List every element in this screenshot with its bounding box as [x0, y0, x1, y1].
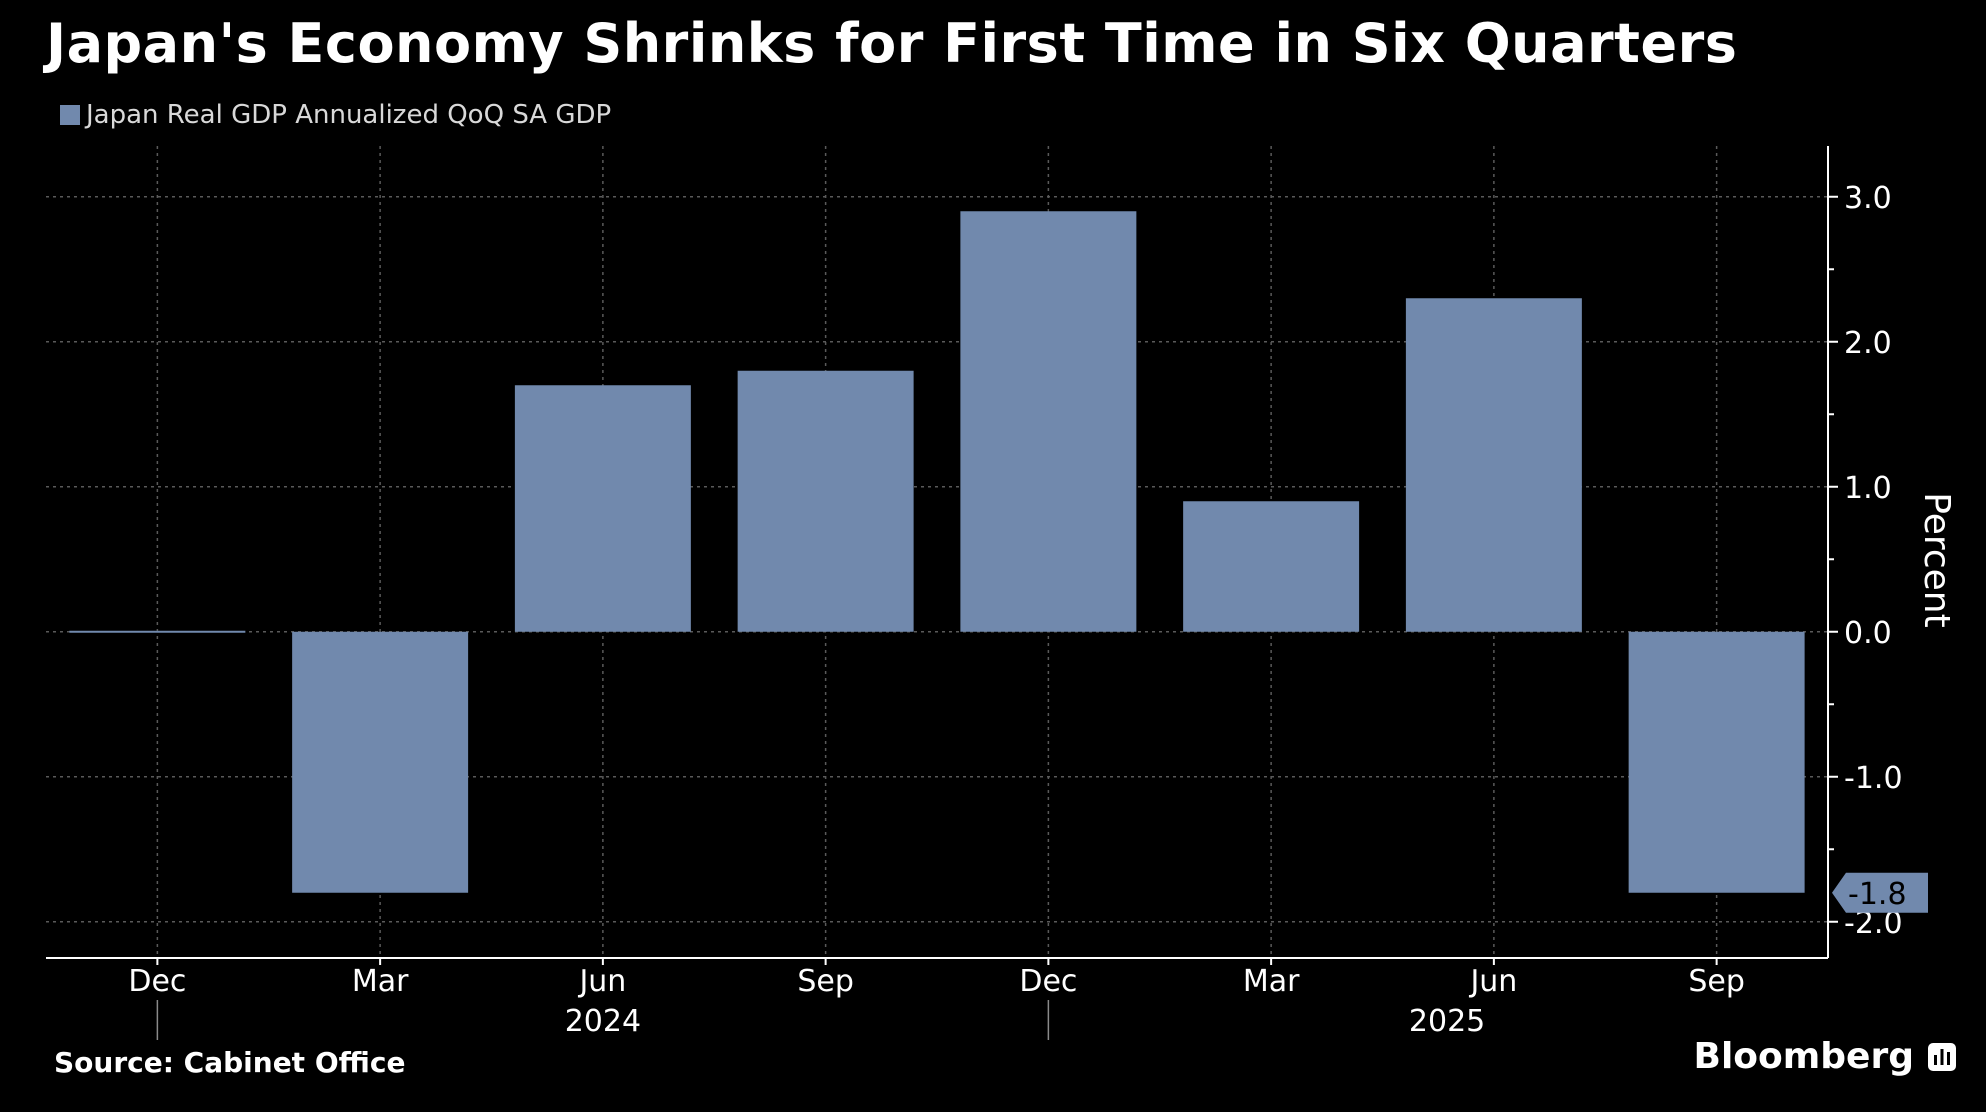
bar-1	[292, 631, 469, 893]
y-tick-label-3: 0.0	[1844, 616, 1892, 651]
bloomberg-logo: Bloomberg	[1694, 1036, 1956, 1077]
last-value-callout	[1832, 872, 1928, 913]
bar-5	[1183, 501, 1360, 632]
x-tick-label-2: Jun	[577, 964, 626, 999]
year-label-2025: 2025	[1409, 1004, 1485, 1039]
bar-4	[960, 211, 1137, 632]
x-tick-label-1: Mar	[352, 964, 409, 999]
year-label-2024: 2024	[565, 1004, 641, 1039]
y-tick-label-4: -1.0	[1844, 761, 1903, 796]
brand-name: Bloomberg	[1693, 1036, 1914, 1077]
bar-6	[1405, 298, 1582, 632]
y-tick-label-2: 1.0	[1844, 471, 1892, 506]
legend-label: Japan Real GDP Annualized QoQ SA GDP	[86, 100, 612, 130]
last-value-label: -1.8	[1848, 877, 1907, 912]
y-axis-title: Percent	[1916, 492, 1957, 627]
bar-3	[737, 370, 914, 632]
y-tick-label-1: 2.0	[1844, 326, 1892, 361]
bar-2	[514, 385, 691, 632]
bar-7	[1628, 631, 1805, 893]
x-tick-label-7: Sep	[1688, 964, 1745, 999]
legend: Japan Real GDP Annualized QoQ SA GDP	[60, 100, 611, 130]
x-tick-label-6: Jun	[1468, 964, 1517, 999]
x-tick-label-0: Dec	[128, 964, 186, 999]
legend-swatch	[60, 105, 80, 125]
chart-title: Japan's Economy Shrinks for First Time i…	[46, 12, 1738, 75]
bloomberg-chart-icon	[1928, 1042, 1956, 1071]
y-tick-label-0: 3.0	[1844, 181, 1892, 216]
source-note: Source: Cabinet Office	[54, 1046, 406, 1079]
x-tick-label-4: Dec	[1019, 964, 1077, 999]
x-tick-label-3: Sep	[797, 964, 854, 999]
x-tick-label-5: Mar	[1243, 964, 1300, 999]
